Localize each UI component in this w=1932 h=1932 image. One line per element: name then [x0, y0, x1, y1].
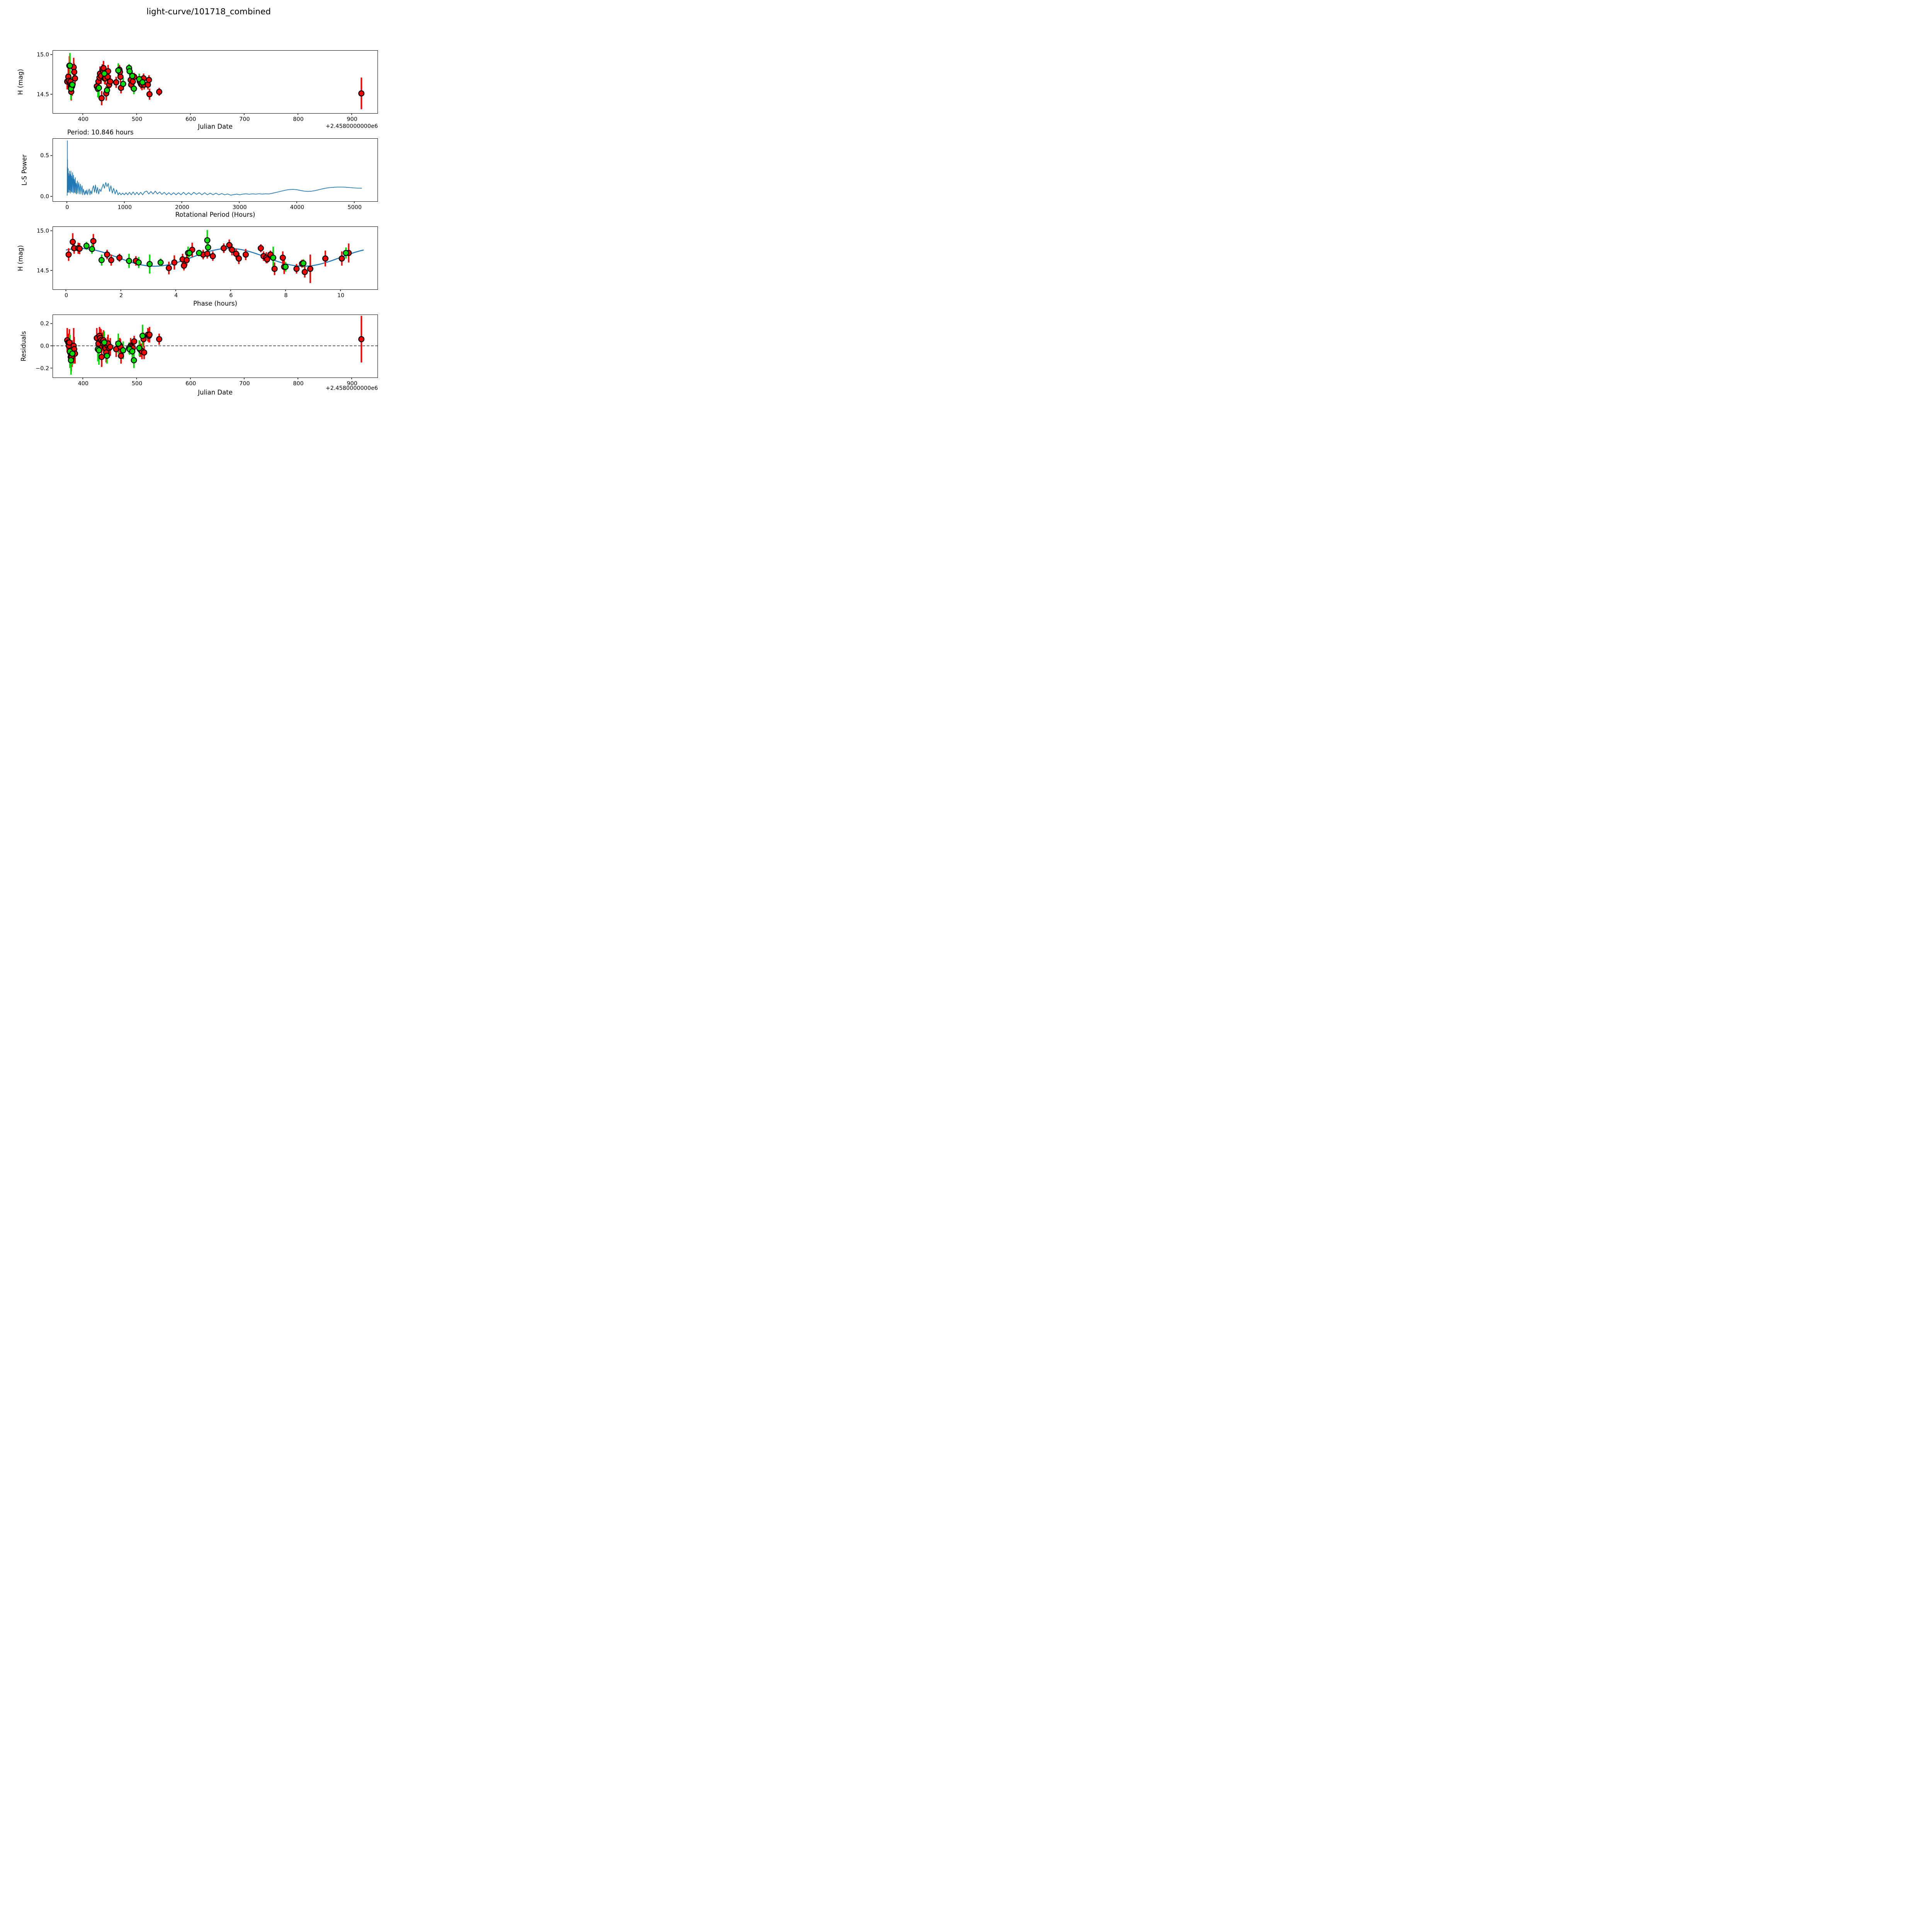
y-axis-label-ls-power: L-S Power [20, 154, 28, 186]
periodogram-x-tick-label: 1000 [117, 204, 132, 211]
periodogram-plot [50, 138, 378, 203]
figure: light-curve/101718_combined H (mag) Juli… [0, 0, 417, 417]
residuals_jd-y-tick-label: 0.2 [40, 321, 49, 327]
lightcurve_jd-x-tick-label: 400 [78, 116, 89, 122]
x-axis-label-rotational-period: Rotational Period (Hours) [175, 211, 255, 218]
residuals_jd-x-tick-label: 600 [185, 381, 196, 387]
y-axis-label-residuals: Residuals [20, 331, 27, 362]
jd-magnitude-plot [50, 50, 378, 115]
phase_folded-y-tick-label: 14.5 [36, 267, 49, 274]
phase_folded-y-tick-label: 15.0 [36, 228, 49, 235]
periodogram-x-tick-label: 3000 [232, 204, 247, 211]
phase_folded-x-tick-label: 10 [337, 293, 345, 299]
period-annotation: Period: 10.846 hours [67, 129, 134, 136]
periodogram-x-tick-label: 5000 [347, 204, 362, 211]
lightcurve_jd-x-tick-label: 800 [293, 116, 304, 122]
x-axis-label-julian-date-bottom: Julian Date [198, 389, 233, 396]
residuals_jd-canvas [50, 316, 378, 379]
lightcurve_jd-x-tick-label: 700 [239, 116, 250, 122]
phase-folded-plot [50, 226, 378, 291]
phase_folded-x-tick-label: 0 [64, 293, 68, 299]
x-axis-label-julian-date-top: Julian Date [198, 123, 233, 130]
periodogram-x-tick-label: 0 [65, 204, 69, 211]
phase_folded-x-tick-label: 4 [174, 293, 178, 299]
figure-title: light-curve/101718_combined [146, 7, 271, 17]
residuals_jd-y-tick-label: 0.0 [40, 343, 49, 349]
periodogram-x-tick-label: 2000 [175, 204, 189, 211]
residuals-plot [50, 315, 378, 379]
phase_folded-x-tick-label: 8 [284, 293, 288, 299]
lightcurve_jd-y-tick-label: 14.5 [36, 91, 49, 98]
periodogram-x-tick-label: 4000 [290, 204, 304, 211]
residuals_jd-x-tick-label: 800 [293, 381, 304, 387]
x-axis-offset-text-top: +2.4580000000e6 [325, 123, 378, 129]
x-axis-offset-text-bottom: +2.4580000000e6 [325, 385, 378, 391]
residuals_jd-y-tick-label: −0.2 [36, 365, 49, 372]
phase_folded-canvas [50, 230, 364, 291]
periodogram-y-tick-label: 0.5 [40, 153, 49, 159]
residuals_jd-x-tick-label: 700 [239, 381, 250, 387]
lightcurve_jd-x-tick-label: 500 [131, 116, 143, 122]
periodogram-y-tick-label: 0.0 [40, 194, 49, 200]
y-axis-label-h-mag-phase: H (mag) [17, 245, 24, 271]
residuals_jd-x-tick-label: 400 [78, 381, 89, 387]
lightcurve_jd-canvas [50, 53, 365, 115]
periodogram-canvas [50, 140, 362, 203]
lightcurve_jd-x-tick-label: 600 [185, 116, 196, 122]
x-axis-label-phase: Phase (hours) [193, 300, 237, 307]
lightcurve_jd-y-tick-label: 15.0 [36, 52, 49, 58]
residuals_jd-x-tick-label: 900 [347, 381, 357, 387]
lightcurve_jd-x-tick-label: 900 [347, 116, 357, 122]
phase_folded-x-tick-label: 2 [119, 293, 123, 299]
residuals_jd-x-tick-label: 500 [131, 381, 143, 387]
phase_folded-x-tick-label: 6 [229, 293, 233, 299]
y-axis-label-h-mag-top: H (mag) [17, 69, 24, 95]
